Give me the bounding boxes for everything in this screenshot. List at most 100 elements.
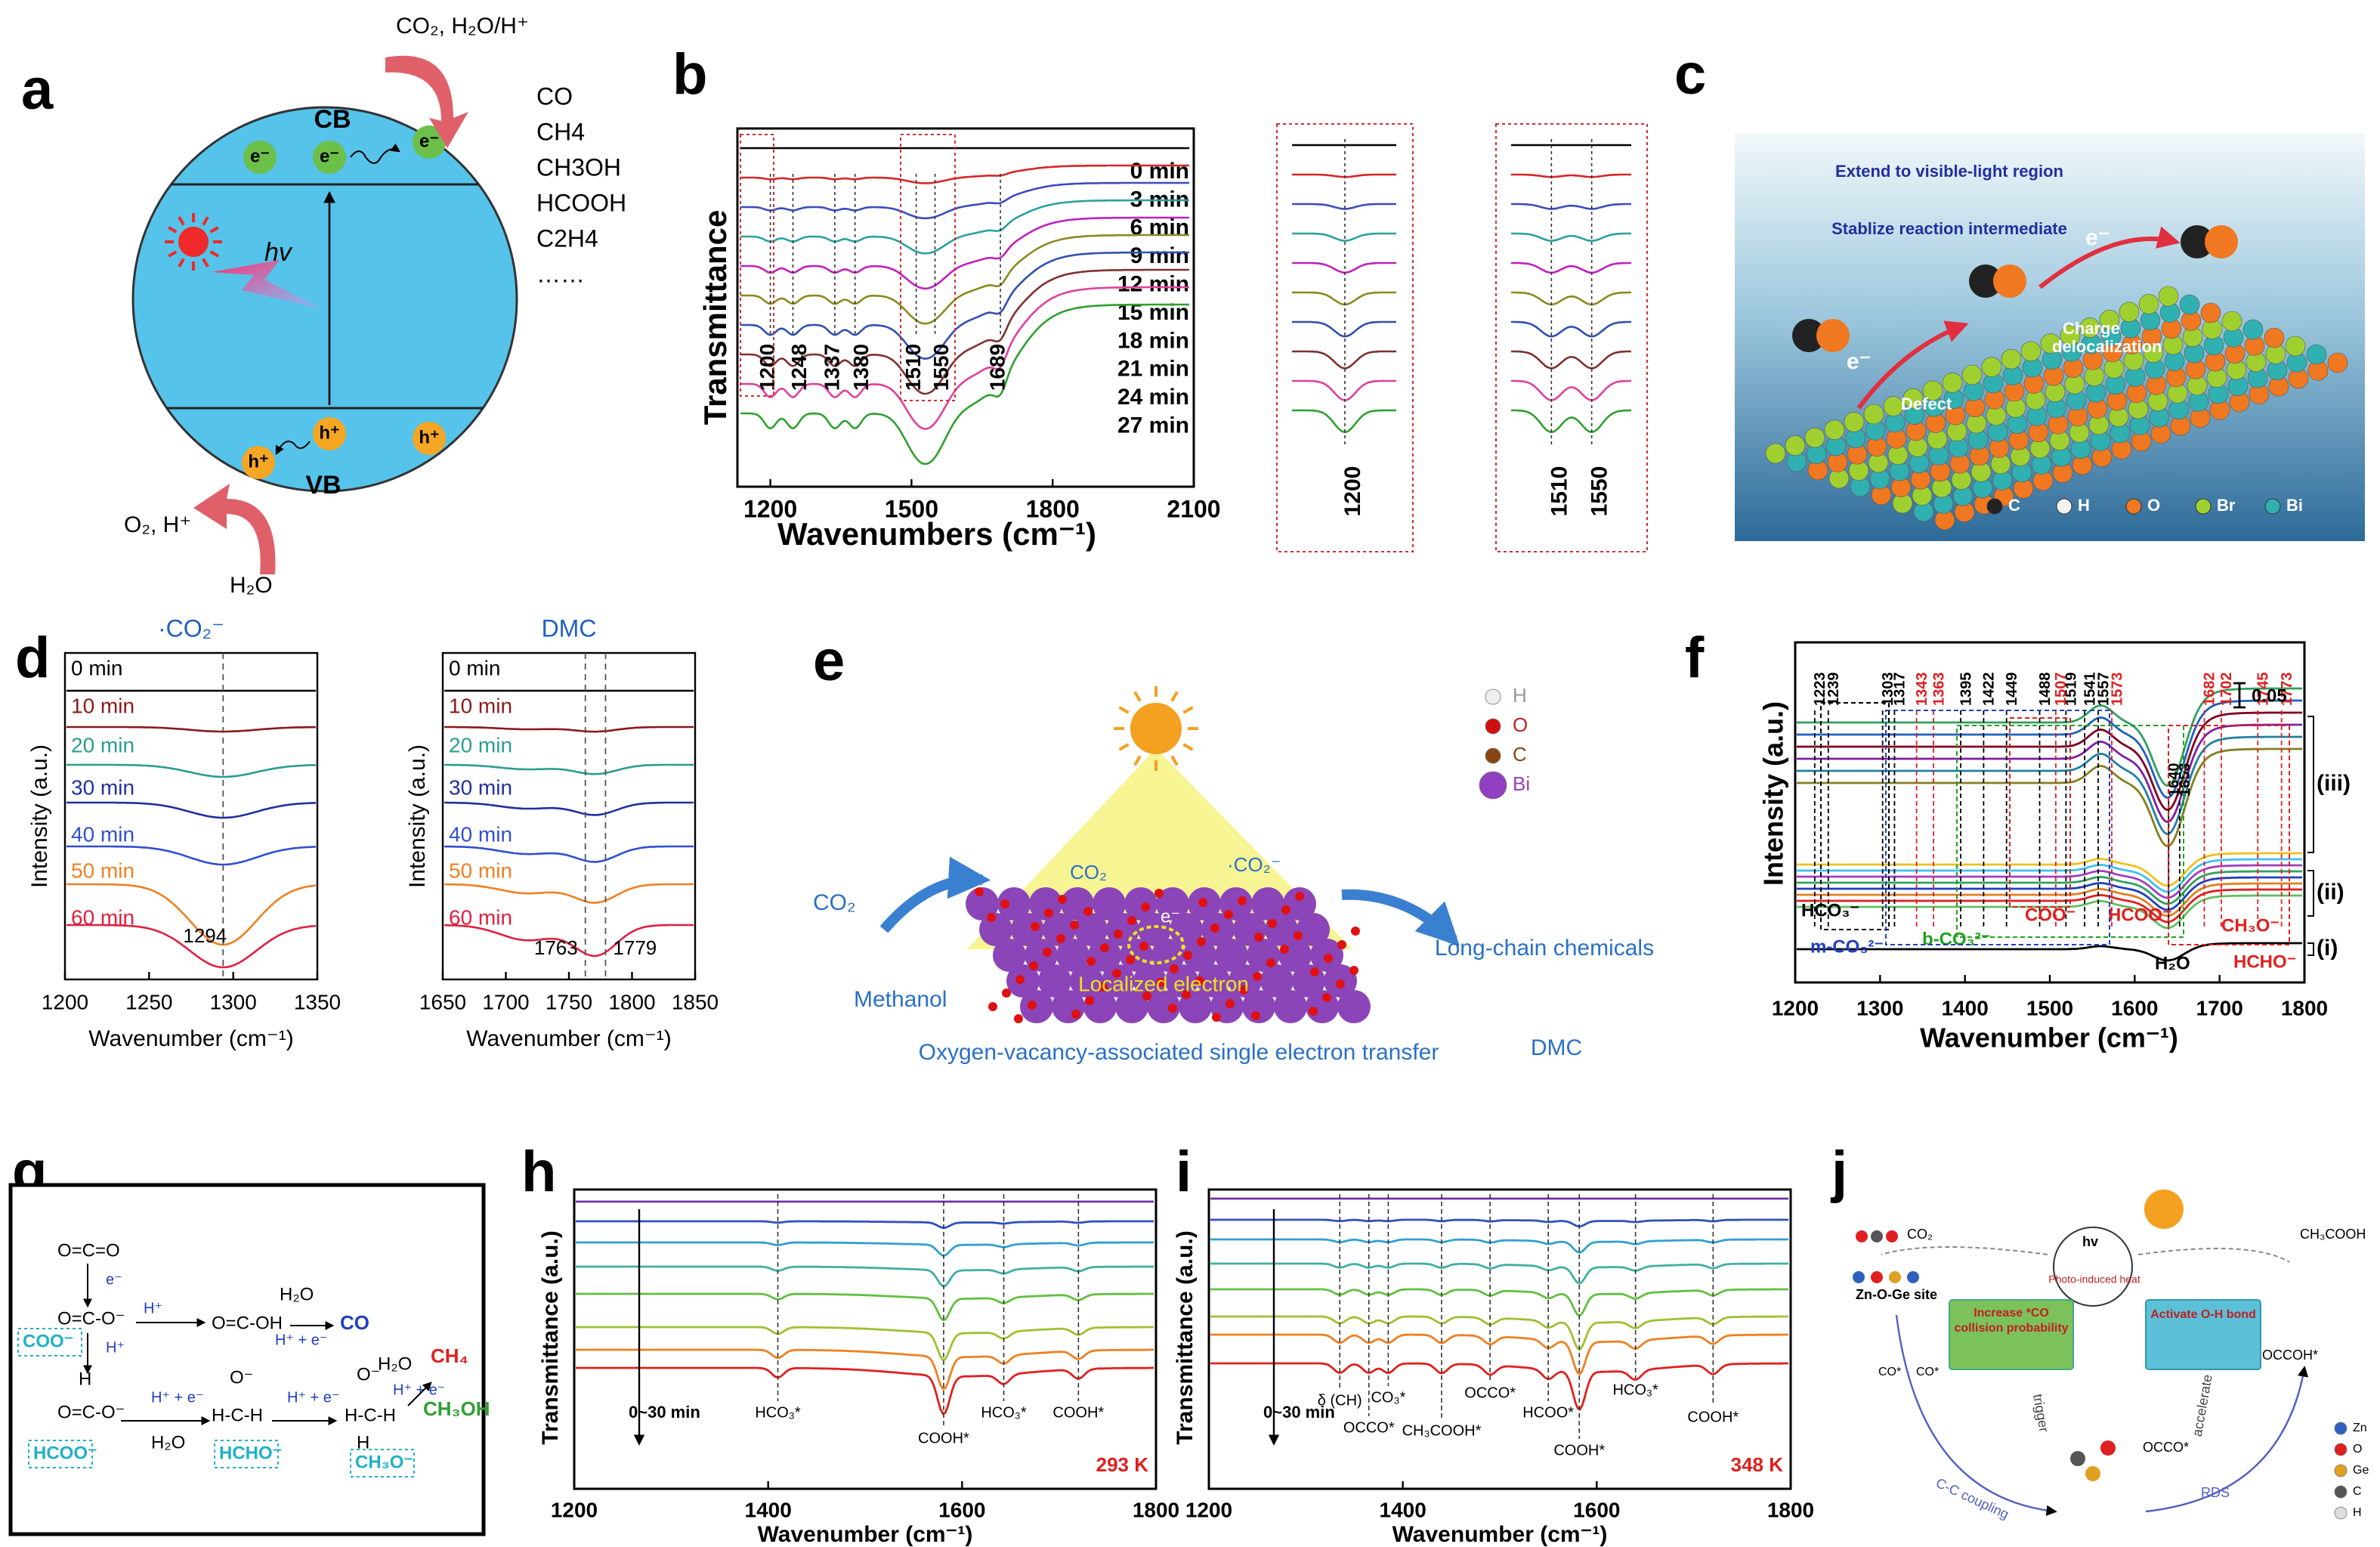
- spectrum-curve: [1797, 882, 2302, 917]
- plot-frame: [63, 651, 319, 981]
- o-atom: [975, 887, 984, 896]
- band-label: HCOO*: [1522, 1404, 1574, 1421]
- o-atom: [1210, 924, 1219, 933]
- spectrum-curve: [444, 801, 694, 816]
- spectrum-curve: [1797, 735, 2302, 835]
- scheme-text: HCOO⁻: [33, 1443, 97, 1463]
- time-label: 30 min: [71, 775, 134, 799]
- spectrum-curve: [1511, 173, 1631, 178]
- time-label: 40 min: [71, 822, 134, 846]
- legend-swatch: [1485, 747, 1501, 764]
- product-label: C2H4: [536, 224, 598, 252]
- band-label: HCO₃*: [755, 1404, 801, 1421]
- product-label: ……: [536, 260, 585, 287]
- label: Wavenumbers (cm⁻¹): [777, 516, 1096, 552]
- x-tick-label: 1500: [885, 495, 938, 522]
- x-tick-label: 1200: [1772, 996, 1819, 1019]
- label: Photo-induced heat: [2048, 1273, 2140, 1286]
- bi-atom: [1043, 913, 1076, 946]
- group-bracket: [2307, 870, 2314, 917]
- legend-swatch: [1485, 718, 1501, 735]
- peak-label: 1395: [1958, 673, 1974, 707]
- spectrum-curve: [1797, 687, 2302, 787]
- species-box: [214, 1440, 279, 1468]
- x-tick-label: 1650: [419, 990, 466, 1013]
- panel-label: i: [1176, 1140, 1192, 1204]
- bi-atom: [979, 913, 1012, 946]
- peak-label: 1510: [901, 344, 925, 391]
- time-label: 10 min: [449, 694, 512, 717]
- x-tick-label: 1200: [551, 1498, 598, 1521]
- spectrum-curve: [66, 801, 316, 819]
- scheme-text: H₂O: [151, 1432, 185, 1453]
- axis-label: Transmittance (a.u.): [538, 1230, 563, 1444]
- legend-label: Zn: [2353, 1422, 2367, 1434]
- label: Stablize reaction intermediate: [1831, 219, 2067, 238]
- legend-label: H: [2078, 496, 2090, 515]
- spectrum-curve: [1292, 232, 1396, 242]
- spectrum-curve: [444, 883, 694, 904]
- panel-label: c: [1674, 42, 1706, 107]
- o-atom: [1127, 916, 1136, 925]
- o-atom: [1251, 1011, 1260, 1020]
- peak-label: 1363: [1930, 673, 1947, 707]
- spectrum-curve: [1511, 261, 1631, 274]
- time-label: 18 min: [1117, 328, 1189, 353]
- sun-ray: [178, 258, 185, 268]
- lattice-atom: [2099, 309, 2120, 330]
- bi-atom: [1156, 887, 1189, 920]
- o-atom: [1239, 985, 1248, 995]
- label: e⁻: [419, 131, 439, 151]
- sun: [1130, 703, 1182, 754]
- spectrum-curve: [1292, 203, 1396, 210]
- peak-label: 1317: [1892, 673, 1909, 707]
- o-atom: [1195, 976, 1204, 985]
- peak-label: 1550: [1587, 466, 1612, 517]
- label: Zn-O-Ge site: [1856, 1287, 1937, 1302]
- lattice-atom: [1844, 412, 1865, 432]
- legend-swatch: [2264, 498, 2281, 515]
- x-tick-label: 1700: [2196, 996, 2243, 1019]
- species-label: COO⁻: [2025, 905, 2076, 925]
- lattice-atom: [1824, 419, 1845, 441]
- sun-ray: [202, 216, 209, 226]
- oxidation-arrow: [193, 484, 276, 574]
- bi-atom: [1297, 913, 1330, 946]
- hole-transfer: [275, 441, 311, 456]
- x-tick-label: 1600: [2111, 996, 2158, 1019]
- peak-label: 1640: [2166, 763, 2183, 797]
- x-tick-label: 1400: [1942, 996, 1989, 1019]
- peak-label: 1763: [534, 936, 578, 959]
- time-label: 24 min: [1117, 385, 1189, 410]
- peak-label: 1510: [1547, 466, 1572, 517]
- product-label: CH3OH: [536, 153, 621, 181]
- scheme-text: CH₄: [431, 1344, 468, 1367]
- spectrum-curve: [444, 845, 694, 863]
- x-tick-label: 1300: [1856, 996, 1903, 1019]
- spectrum-curve: [1797, 870, 2302, 905]
- bi-atom: [1102, 964, 1135, 998]
- spectrum-curve: [576, 1366, 1154, 1416]
- time-label: 10 min: [71, 694, 134, 717]
- time-label: 50 min: [449, 859, 512, 882]
- peak-label: 1507: [2053, 673, 2069, 707]
- lattice-atom: [2179, 294, 2200, 315]
- time-label: 9 min: [1130, 243, 1189, 268]
- sun-ray: [1118, 743, 1130, 751]
- peak-label: 1303: [1880, 673, 1896, 707]
- label: Localized electron: [1078, 972, 1249, 995]
- o-atom: [1141, 902, 1150, 911]
- sun-ray: [209, 226, 219, 234]
- band-label: COOH*: [1553, 1442, 1605, 1459]
- legend-label: Bi: [1513, 772, 1530, 795]
- peak-label: 1773: [2279, 673, 2295, 707]
- time-label: 0 min: [449, 656, 500, 679]
- label: Increase *CO: [1974, 1307, 2049, 1320]
- o-atom: [1156, 978, 1165, 987]
- o-atom: [1112, 969, 1121, 978]
- plot-title: DMC: [542, 614, 597, 642]
- spectrum-curve: [740, 234, 1189, 325]
- scheme-text: O=C-O⁻: [57, 1308, 125, 1329]
- legend-label: C: [2008, 496, 2020, 515]
- panel-label: d: [15, 626, 50, 690]
